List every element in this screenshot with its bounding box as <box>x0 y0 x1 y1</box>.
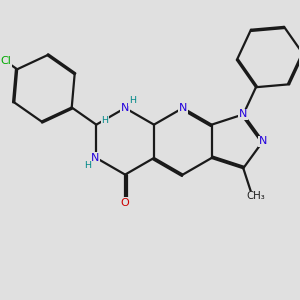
Text: N: N <box>259 136 267 146</box>
Text: Cl: Cl <box>0 56 11 66</box>
Text: N: N <box>239 110 248 119</box>
Text: H: H <box>101 116 109 125</box>
Text: N: N <box>178 103 187 113</box>
Text: N: N <box>91 153 99 163</box>
Text: O: O <box>121 198 130 208</box>
Text: H: H <box>129 96 136 105</box>
Text: N: N <box>121 103 129 113</box>
Text: H: H <box>84 161 91 170</box>
Text: CH₃: CH₃ <box>246 191 265 201</box>
